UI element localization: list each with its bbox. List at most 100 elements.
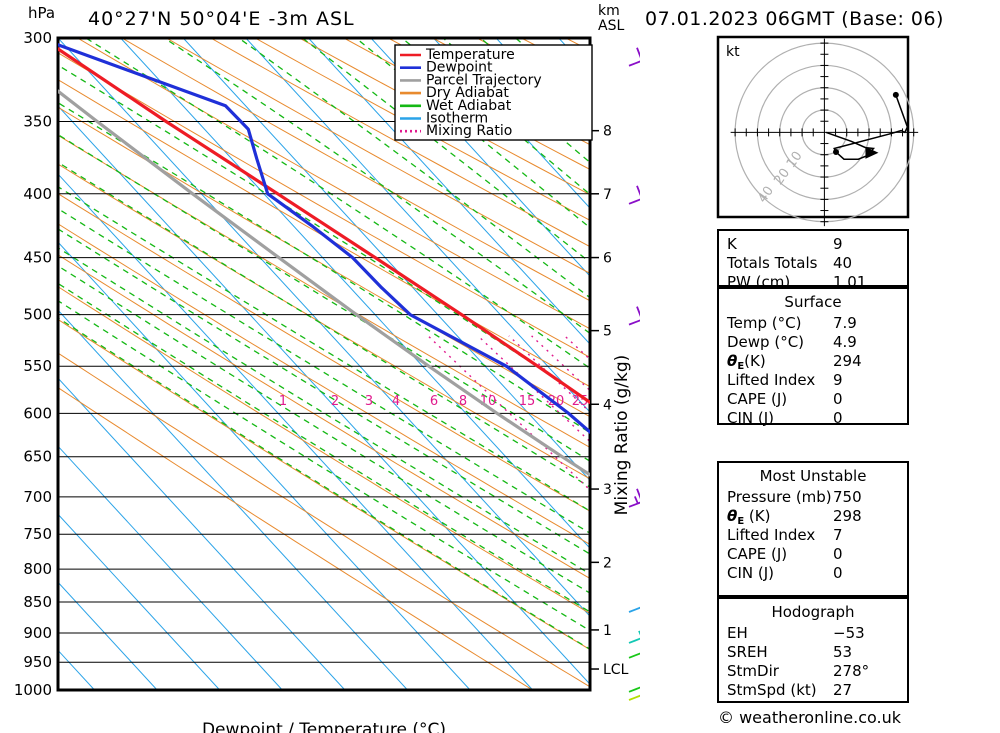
plot-frame: [56, 36, 592, 692]
altitude-tick-label: 3: [603, 482, 612, 498]
wind-barb-shaft: [628, 319, 640, 326]
wind-barb-half: [638, 630, 640, 636]
hodograph-point: [892, 91, 899, 98]
altitude-tick-label: LCL: [603, 662, 629, 678]
mixing-ratio-label: 15: [519, 394, 536, 409]
pressure-tick-label: 850: [23, 593, 52, 611]
wind-barb: [628, 47, 640, 67]
stat-label: Lifted Index: [727, 526, 815, 544]
dry-adiabat-line: [58, 52, 590, 358]
dry-adiabat-line: [166, 38, 590, 274]
mixing-ratio-axis-title: Mixing Ratio (g/kg): [612, 355, 632, 516]
pressure-tick-label: 950: [23, 653, 52, 671]
mixing-ratio-label: 1: [279, 394, 287, 409]
wind-barb: [628, 652, 640, 659]
pressure-tick-label: 600: [23, 404, 52, 422]
wet-adiabat-line: [85, 38, 590, 370]
legend-label: Mixing Ratio: [426, 123, 512, 139]
wind-barb: [628, 686, 640, 693]
mixing-ratio-label: 3: [365, 394, 373, 409]
stat-label: Dewp (°C): [727, 333, 804, 351]
mixing-ratio-label: 6: [430, 394, 438, 409]
wind-barb-shaft: [628, 60, 640, 67]
stat-label: CAPE (J): [727, 390, 787, 408]
dry-adiabat-line: [210, 38, 590, 248]
legend-label: Parcel Trajectory: [426, 72, 542, 88]
wind-barb-shaft: [628, 686, 640, 693]
pressure-tick-label: 650: [23, 448, 52, 466]
indices-panel: [717, 229, 909, 287]
stat-label: θE(K): [727, 352, 766, 372]
isotherm-line: [58, 309, 408, 690]
skewt-diagram: 300 350 400 450 500 550 600 650 700 750 800 850 900 9…: [14, 29, 640, 733]
stat-value: 4.9: [833, 333, 857, 351]
profile-temperature: [58, 47, 590, 405]
hodograph-stats-panel: [717, 597, 909, 703]
altitude-tick-label: 2: [603, 555, 612, 571]
stat-label: Pressure (mb): [727, 488, 832, 506]
stat-value: 0: [833, 390, 843, 408]
profile-curves: [58, 43, 590, 477]
legend-label: Dry Adiabat: [426, 85, 509, 101]
altitude-tick-label: 7: [603, 187, 612, 203]
stat-label: CIN (J): [727, 409, 774, 427]
wind-barb: [628, 185, 640, 205]
isotherm-line: [58, 377, 346, 690]
wind-barb-shaft: [628, 637, 640, 644]
stat-label: EH: [727, 624, 748, 642]
legend-label: Dewpoint: [426, 60, 493, 76]
isotherm-line: [58, 105, 590, 685]
isotherm-line: [58, 38, 590, 618]
altitude-tick-label: 4: [603, 397, 612, 413]
x-axis: −30−20−10010203040Dewpoint / Temperature…: [202, 720, 446, 733]
stat-value: 750: [833, 488, 862, 506]
wet-adiabat-line: [302, 38, 590, 264]
wind-barb-half: [634, 496, 639, 504]
mixing-ratio-label: 2: [331, 394, 339, 409]
stat-value: 0: [833, 545, 843, 563]
pressure-tick-label: 500: [23, 306, 52, 324]
stat-label: CAPE (J): [727, 545, 787, 563]
stat-value: 1.01: [833, 273, 866, 291]
wind-barb-full: [636, 488, 640, 500]
wind-barb: [628, 630, 640, 644]
stat-label: Lifted Index: [727, 371, 815, 389]
stat-value: 53: [833, 643, 852, 661]
legend-label: Temperature: [425, 47, 515, 63]
altitude-tick-label: 6: [603, 251, 612, 267]
pressure-tick-label: 750: [23, 525, 52, 543]
altitude-tick-label: 8: [603, 124, 612, 140]
dry-adiabat-line: [58, 79, 590, 388]
stat-label: CIN (J): [727, 564, 774, 582]
copyright-footer: © weatheronline.co.uk: [718, 708, 901, 727]
isotherm-line: [58, 241, 471, 690]
pressure-tick-label: 1000: [14, 681, 52, 699]
pressure-tick-label: 300: [23, 29, 52, 47]
pressure-unit-label: hPa: [28, 4, 56, 22]
dry-adiabat-line: [121, 38, 590, 302]
wind-barb: [628, 606, 640, 613]
most-unstable-panel: [717, 461, 909, 597]
pressure-tick-label: 550: [23, 357, 52, 375]
altitude-tick-label: 1: [603, 623, 612, 639]
stat-value: 278°: [833, 662, 869, 680]
stat-label: Totals Totals: [726, 254, 818, 272]
isotherm-line: [245, 38, 590, 413]
altitude-unit-label: km ASL: [598, 4, 624, 34]
sidebar-panels: 10 20 40 kt K 9 Totals Totals 40 PW (cm) 1.01 Surf…: [640, 0, 1000, 733]
pressure-tick-label: 700: [23, 488, 52, 506]
wind-barb-column: [628, 47, 640, 701]
dry-adiabat-line: [77, 38, 590, 330]
wet-adiabat-line: [355, 38, 590, 229]
wind-barb-shaft: [628, 652, 640, 659]
surface-panel-title: Surface: [784, 293, 841, 311]
stat-label: StmDir: [727, 662, 780, 680]
wet-adiabat-line: [163, 38, 590, 335]
wind-barb: [628, 306, 640, 326]
stat-label: SREH: [727, 643, 768, 661]
isotherm-line: [370, 38, 590, 277]
hodograph-stats-title: Hodograph: [771, 603, 854, 621]
wind-barb-shaft: [628, 694, 640, 701]
pressure-tick-label: 800: [23, 560, 52, 578]
